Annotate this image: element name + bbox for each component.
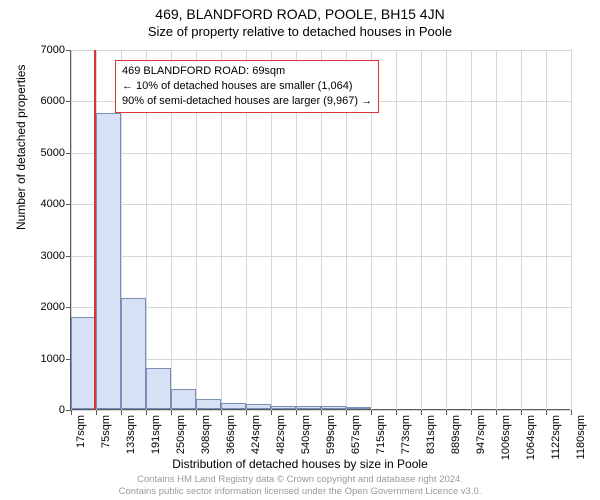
ytick-label: 5000 bbox=[15, 147, 65, 159]
xtick-mark bbox=[346, 410, 347, 415]
ytick-label: 2000 bbox=[15, 301, 65, 313]
chart-title-main: 469, BLANDFORD ROAD, POOLE, BH15 4JN bbox=[0, 0, 600, 22]
xtick-mark bbox=[421, 410, 422, 415]
chart-area: 17sqm75sqm133sqm191sqm250sqm308sqm366sqm… bbox=[70, 50, 570, 410]
xtick-label: 1180sqm bbox=[575, 415, 587, 459]
xtick-label: 831sqm bbox=[425, 415, 437, 454]
histogram-bar bbox=[271, 406, 296, 409]
xtick-mark bbox=[546, 410, 547, 415]
xtick-label: 366sqm bbox=[225, 415, 237, 454]
xtick-mark bbox=[271, 410, 272, 415]
chart-title-sub: Size of property relative to detached ho… bbox=[0, 22, 600, 39]
xtick-mark bbox=[571, 410, 572, 415]
xtick-mark bbox=[371, 410, 372, 415]
gridline-v bbox=[396, 50, 397, 410]
xtick-mark bbox=[521, 410, 522, 415]
xtick-label: 773sqm bbox=[400, 415, 412, 454]
xtick-label: 1122sqm bbox=[550, 415, 562, 459]
xtick-label: 133sqm bbox=[125, 415, 137, 454]
xtick-mark bbox=[146, 410, 147, 415]
infobox-line1: 469 BLANDFORD ROAD: 69sqm bbox=[122, 64, 372, 79]
ytick-label: 6000 bbox=[15, 95, 65, 107]
ytick-label: 0 bbox=[15, 404, 65, 416]
ytick-label: 1000 bbox=[15, 353, 65, 365]
gridline-v bbox=[571, 50, 572, 410]
gridline-v bbox=[421, 50, 422, 410]
gridline-v bbox=[521, 50, 522, 410]
xtick-mark bbox=[221, 410, 222, 415]
histogram-bar bbox=[346, 407, 371, 409]
histogram-bar bbox=[196, 399, 221, 409]
gridline-v bbox=[446, 50, 447, 410]
xtick-mark bbox=[296, 410, 297, 415]
xtick-label: 1064sqm bbox=[525, 415, 537, 460]
xtick-mark bbox=[496, 410, 497, 415]
xtick-label: 1006sqm bbox=[500, 415, 512, 460]
reference-line bbox=[94, 50, 96, 410]
reference-infobox: 469 BLANDFORD ROAD: 69sqm ← 10% of detac… bbox=[115, 60, 379, 113]
histogram-bar bbox=[71, 317, 96, 409]
gridline-v bbox=[471, 50, 472, 410]
xtick-label: 599sqm bbox=[325, 415, 337, 454]
x-axis-label: Distribution of detached houses by size … bbox=[0, 457, 600, 471]
xtick-mark bbox=[246, 410, 247, 415]
histogram-bar bbox=[246, 404, 271, 409]
xtick-mark bbox=[171, 410, 172, 415]
infobox-line3: 90% of semi-detached houses are larger (… bbox=[122, 94, 372, 109]
xtick-mark bbox=[96, 410, 97, 415]
xtick-label: 657sqm bbox=[350, 415, 362, 454]
xtick-label: 75sqm bbox=[100, 415, 112, 448]
footer-line2: Contains public sector information licen… bbox=[0, 486, 600, 498]
xtick-mark bbox=[396, 410, 397, 415]
xtick-label: 424sqm bbox=[250, 415, 262, 454]
footer-line1: Contains HM Land Registry data © Crown c… bbox=[0, 474, 600, 486]
xtick-mark bbox=[321, 410, 322, 415]
histogram-bar bbox=[321, 406, 346, 409]
xtick-mark bbox=[446, 410, 447, 415]
xtick-label: 889sqm bbox=[450, 415, 462, 454]
xtick-mark bbox=[121, 410, 122, 415]
histogram-bar bbox=[221, 403, 246, 409]
histogram-bar bbox=[121, 298, 146, 409]
ytick-label: 4000 bbox=[15, 198, 65, 210]
gridline-v bbox=[546, 50, 547, 410]
histogram-bar bbox=[146, 368, 171, 409]
footer-attribution: Contains HM Land Registry data © Crown c… bbox=[0, 474, 600, 498]
histogram-bar bbox=[96, 113, 121, 409]
xtick-mark bbox=[196, 410, 197, 415]
xtick-label: 482sqm bbox=[275, 415, 287, 454]
xtick-mark bbox=[471, 410, 472, 415]
xtick-label: 947sqm bbox=[475, 415, 487, 454]
xtick-label: 715sqm bbox=[375, 415, 387, 454]
xtick-label: 540sqm bbox=[300, 415, 312, 454]
xtick-mark bbox=[71, 410, 72, 415]
gridline-v bbox=[496, 50, 497, 410]
xtick-label: 308sqm bbox=[200, 415, 212, 454]
infobox-line2: ← 10% of detached houses are smaller (1,… bbox=[122, 79, 372, 94]
xtick-label: 191sqm bbox=[150, 415, 162, 454]
histogram-bar bbox=[296, 406, 321, 409]
xtick-label: 17sqm bbox=[75, 415, 87, 448]
xtick-label: 250sqm bbox=[175, 415, 187, 454]
ytick-label: 7000 bbox=[15, 44, 65, 56]
histogram-bar bbox=[171, 389, 196, 409]
ytick-label: 3000 bbox=[15, 250, 65, 262]
